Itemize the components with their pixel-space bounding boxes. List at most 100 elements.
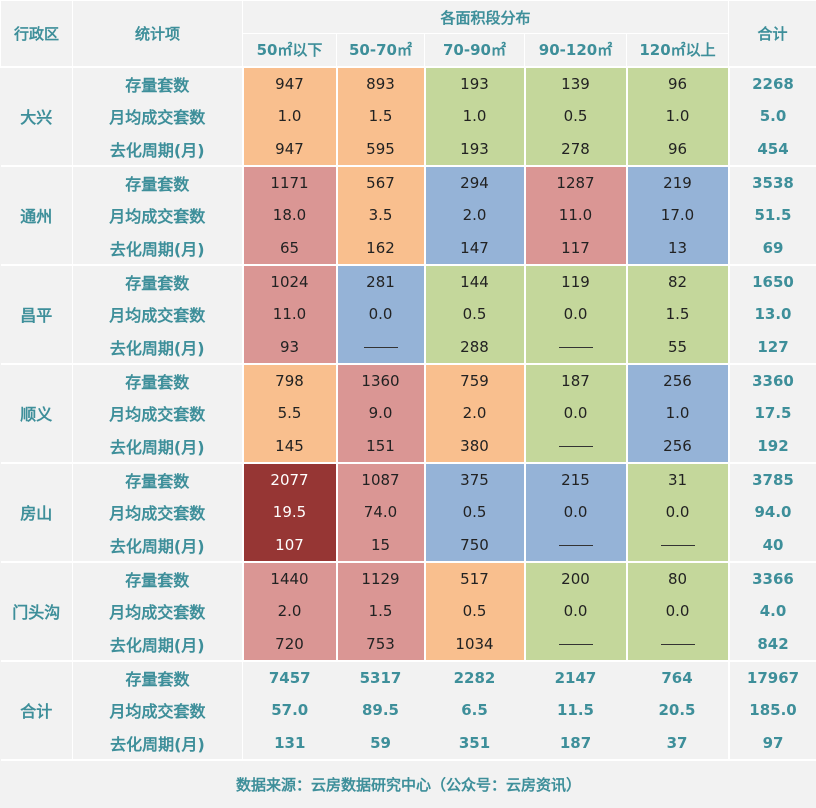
header-range: 50-70㎡	[336, 33, 425, 67]
cell-value: 1129	[335, 560, 426, 595]
cell-value: 0.0	[335, 297, 426, 331]
cell-value: 119	[523, 263, 628, 298]
cell-value	[335, 330, 426, 364]
cell-value: 18.0	[241, 198, 338, 232]
cell-value: 517	[423, 560, 526, 595]
header-item: 统计项	[72, 0, 243, 67]
cell-value: 0.5	[523, 99, 628, 133]
cell-value: 82	[625, 263, 730, 298]
metric-label: 存量套数	[72, 362, 243, 397]
metric-label: 去化周期(月)	[72, 132, 243, 166]
cell-value: 1.0	[625, 396, 730, 430]
table-row: 去化周期(月) 947 595 193 278 96 454	[1, 132, 816, 166]
summary-value: 57.0	[242, 693, 337, 727]
cell-value: 947	[241, 132, 338, 166]
table-row: 月均成交套数 18.0 3.5 2.0 11.0 17.0 51.5	[1, 198, 816, 232]
row-total: 192	[727, 429, 816, 463]
cell-value	[523, 429, 628, 463]
cell-value: 1.5	[335, 594, 426, 628]
table-row: 顺义 存量套数 798 1360 759 187 256 3360	[0, 362, 816, 463]
cell-value: 117	[523, 231, 628, 265]
row-total: 51.5	[727, 198, 816, 232]
cell-value: 215	[523, 461, 628, 496]
table-row: 去化周期(月) 65 162 147 117 13 69	[1, 231, 816, 265]
table-row: 通州 存量套数 1171 567 294 1287 219 3538	[0, 164, 816, 265]
cell-value: 1034	[423, 627, 526, 661]
header-range: 50㎡以下	[242, 33, 337, 67]
cell-value: 759	[423, 362, 526, 397]
summary-value: 6.5	[424, 693, 525, 727]
cell-value: 31	[625, 461, 730, 496]
row-total: 3366	[727, 560, 816, 595]
cell-value: 80	[625, 560, 730, 595]
district-name: 大兴	[0, 65, 73, 166]
row-total: 3538	[727, 164, 816, 199]
summary-row: 月均成交套数 57.0 89.5 6.5 11.5 20.5 185.0	[1, 693, 816, 727]
metric-label: 存量套数	[72, 461, 243, 496]
row-total: 40	[727, 528, 816, 562]
table-row: 去化周期(月) 720 753 1034 842	[1, 627, 816, 661]
cell-value: 2077	[241, 461, 338, 496]
table-body: 大兴 存量套数 947 893 193 139 96 2268 月均成交套数 1.0 1.5 1.0 0…	[0, 65, 816, 760]
header-range: 70-90㎡	[424, 33, 525, 67]
cell-value: 93	[241, 330, 338, 364]
no-data-dash	[558, 445, 593, 447]
cell-value	[523, 528, 628, 562]
cell-value: 193	[423, 132, 526, 166]
cell-value: 281	[335, 263, 426, 298]
district-name: 顺义	[0, 362, 73, 463]
cell-value: 0.5	[423, 594, 526, 628]
summary-value: 2147	[524, 659, 627, 694]
cell-value: 147	[423, 231, 526, 265]
cell-value: 1440	[241, 560, 338, 595]
summary-value: 37	[626, 726, 729, 760]
cell-value: 1287	[523, 164, 628, 199]
metric-label: 去化周期(月)	[72, 528, 243, 562]
cell-value: 1.5	[625, 297, 730, 331]
cell-value: 15	[335, 528, 426, 562]
metric-label: 月均成交套数	[72, 198, 243, 232]
data-source-note: 数据来源：云房数据研究中心（公众号：云房资讯）	[0, 758, 816, 808]
table-row: 月均成交套数 1.0 1.5 1.0 0.5 1.0 5.0	[1, 99, 816, 133]
row-total: 4.0	[727, 594, 816, 628]
row-total: 842	[727, 627, 816, 661]
header-distribution: 各面积段分布	[242, 0, 729, 34]
cell-value: 0.5	[423, 495, 526, 529]
row-total: 17.5	[727, 396, 816, 430]
cell-value: 0.5	[423, 297, 526, 331]
table-row: 昌平 存量套数 1024 281 144 119 82 1650	[0, 263, 816, 364]
cell-value: 0.0	[625, 594, 730, 628]
cell-value	[523, 627, 628, 661]
no-data-dash	[558, 643, 593, 645]
cell-value: 0.0	[523, 396, 628, 430]
cell-value: 375	[423, 461, 526, 496]
cell-value: 288	[423, 330, 526, 364]
summary-value: 2282	[424, 659, 525, 694]
cell-value: 0.0	[625, 495, 730, 529]
cell-value: 380	[423, 429, 526, 463]
summary-label: 合计	[0, 659, 73, 760]
cell-value: 74.0	[335, 495, 426, 529]
summary-row: 去化周期(月) 131 59 351 187 37 97	[1, 726, 816, 760]
cell-value	[625, 627, 730, 661]
cell-value: 1360	[335, 362, 426, 397]
summary-value: 764	[626, 659, 729, 694]
cell-value: 144	[423, 263, 526, 298]
summary-value: 59	[336, 726, 425, 760]
cell-value: 11.0	[523, 198, 628, 232]
cell-value: 893	[335, 65, 426, 100]
row-total: 185.0	[727, 693, 816, 727]
cell-value: 145	[241, 429, 338, 463]
summary-value: 351	[424, 726, 525, 760]
metric-label: 去化周期(月)	[72, 627, 243, 661]
table-header: 行政区 统计项 各面积段分布 合计 50㎡以下 50-70㎡ 70-90㎡ 90…	[0, 0, 816, 67]
cell-value: 2.0	[423, 198, 526, 232]
metric-label: 去化周期(月)	[72, 429, 243, 463]
cell-value: 162	[335, 231, 426, 265]
metric-label: 月均成交套数	[72, 594, 243, 628]
cell-value: 1171	[241, 164, 338, 199]
cell-value: 193	[423, 65, 526, 100]
metric-label: 存量套数	[72, 263, 243, 298]
table-row: 月均成交套数 5.5 9.0 2.0 0.0 1.0 17.5	[1, 396, 816, 430]
row-total: 13.0	[727, 297, 816, 331]
